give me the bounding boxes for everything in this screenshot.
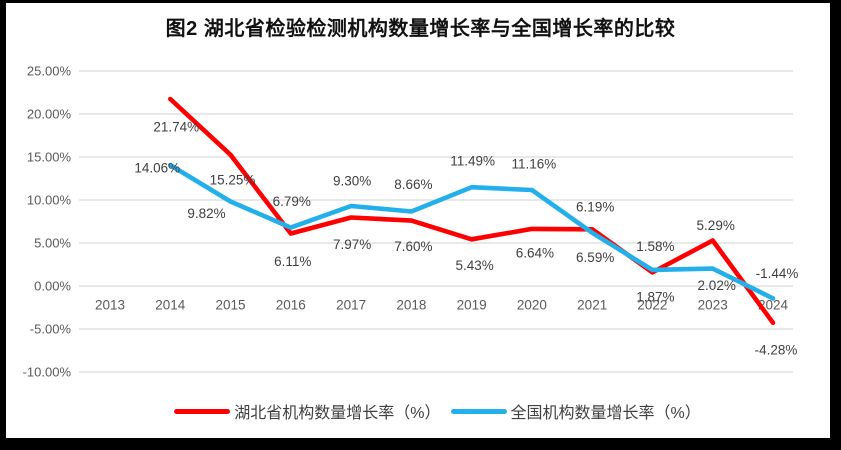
data-label-0: 21.74% — [153, 120, 199, 135]
data-label-1: 2.02% — [698, 278, 736, 293]
data-label-1: 11.16% — [512, 157, 557, 172]
x-tick-label: 2024 — [758, 298, 789, 313]
x-tick-label: 2014 — [155, 298, 186, 313]
y-tick-label: -10.00% — [23, 365, 72, 380]
data-label-1: 9.30% — [333, 174, 371, 189]
legend: 湖北省机构数量增长率（%） 全国机构数量增长率（%） — [34, 399, 841, 423]
data-label-1: -1.44% — [756, 266, 799, 281]
data-label-0: 5.29% — [697, 218, 735, 233]
legend-line-red-icon — [174, 408, 231, 414]
legend-item-hubei: 湖北省机构数量增长率（%） — [174, 399, 441, 423]
y-tick-label: 5.00% — [34, 236, 71, 251]
x-tick-label: 2020 — [517, 298, 547, 313]
x-tick-label: 2021 — [577, 298, 607, 313]
data-label-0: 7.97% — [333, 237, 371, 252]
data-label-0: 6.11% — [274, 254, 311, 269]
data-label-0: -4.28% — [755, 342, 798, 357]
x-tick-label: 2015 — [215, 298, 245, 313]
data-label-1: 6.79% — [273, 194, 311, 209]
series-line-1 — [168, 162, 776, 301]
y-tick-label: 15.00% — [27, 150, 72, 165]
x-tick-label: 2023 — [698, 298, 728, 313]
data-label-1: 6.19% — [576, 199, 614, 214]
data-label-1: 9.82% — [187, 206, 225, 221]
data-label-0: 6.64% — [516, 245, 554, 260]
data-label-1: 14.06% — [134, 161, 180, 176]
data-label-0: 5.43% — [455, 258, 493, 273]
y-tick-label: 0.00% — [34, 279, 71, 294]
legend-line-blue-icon — [450, 408, 507, 414]
data-label-1: 11.49% — [450, 154, 495, 169]
data-label-0: 7.60% — [394, 239, 432, 254]
data-label-0: 6.59% — [576, 250, 614, 265]
y-tick-label: -5.00% — [30, 322, 72, 337]
y-tick-label: 10.00% — [27, 193, 72, 208]
x-tick-label: 2013 — [95, 298, 125, 313]
x-tick-label: 2019 — [457, 298, 487, 313]
legend-label-national: 全国机构数量增长率（%） — [510, 405, 701, 422]
data-label-0: 1.58% — [636, 239, 674, 254]
data-label-1: 8.66% — [394, 177, 432, 192]
y-tick-label: 20.00% — [27, 107, 72, 122]
y-tick-label: 25.00% — [27, 64, 72, 79]
x-tick-label: 2022 — [637, 298, 667, 313]
data-label-0: 15.25% — [210, 172, 256, 187]
series-line-0 — [168, 96, 776, 326]
legend-label-hubei: 湖北省机构数量增长率（%） — [234, 405, 441, 422]
x-tick-label: 2016 — [276, 298, 306, 313]
x-tick-label: 2017 — [336, 298, 366, 313]
x-tick-label: 2018 — [396, 298, 426, 313]
chart-title: 图2 湖北省检验检测机构数量增长率与全国增长率的比较 — [165, 18, 676, 40]
legend-item-national: 全国机构数量增长率（%） — [450, 399, 701, 423]
data-label-1: 1.87% — [636, 289, 674, 304]
